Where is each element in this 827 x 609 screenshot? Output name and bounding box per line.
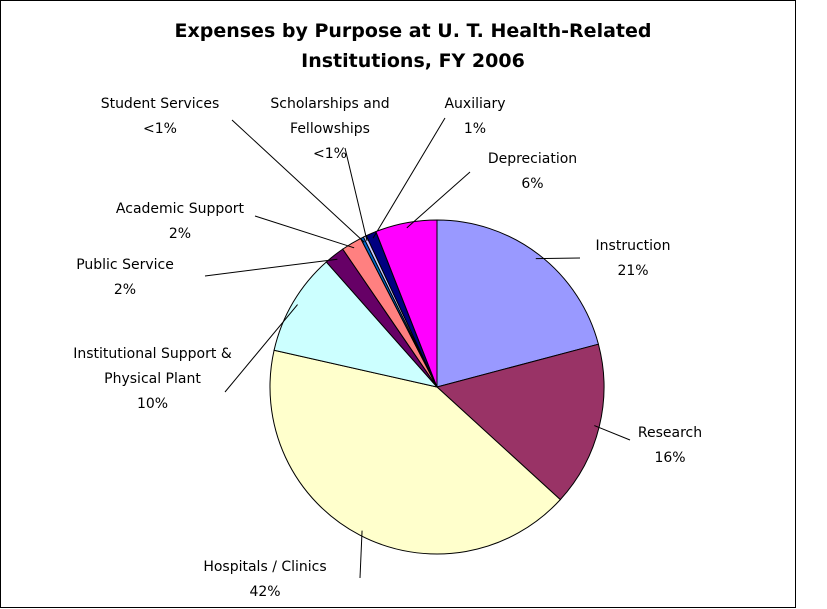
pie-slice xyxy=(273,261,439,388)
leader-line xyxy=(406,171,471,229)
value-label: <1% xyxy=(143,121,177,137)
pie-slice xyxy=(435,343,605,501)
value-label: 16% xyxy=(654,450,686,466)
category-label: Research xyxy=(637,425,703,441)
leader-line xyxy=(224,304,298,393)
chart-title: Expenses by Purpose at U. T. Health-Rela… xyxy=(174,20,652,72)
value-label: 21% xyxy=(617,263,649,279)
slice-label: Academic Support 2% xyxy=(100,197,260,247)
slice-label: Instruction 21% xyxy=(583,234,683,284)
category-label: Scholarships and Fellowships xyxy=(270,96,390,137)
leader-line xyxy=(231,119,365,243)
slice-label: Depreciation 6% xyxy=(470,147,595,197)
pie-slice xyxy=(269,349,562,555)
value-label: 2% xyxy=(113,282,137,298)
slice-label: Student Services <1% xyxy=(80,92,240,142)
slice-label: Hospitals / Clinics 42% xyxy=(190,555,340,605)
slice-label: Scholarships and Fellowships <1% xyxy=(255,92,405,167)
slice-label: Research 16% xyxy=(612,421,728,471)
value-label: 42% xyxy=(249,584,281,600)
value-label: <1% xyxy=(313,146,347,162)
category-label: Academic Support xyxy=(115,201,245,217)
pie-slice xyxy=(375,219,438,388)
slice-label: Public Service 2% xyxy=(55,253,195,303)
pie-slice xyxy=(436,219,600,388)
slice-label: Institutional Support & Physical Plant 10… xyxy=(70,342,235,417)
leader-line xyxy=(344,147,368,242)
category-label: Instruction xyxy=(595,238,671,254)
slice-label: Auxiliary 1% xyxy=(425,92,525,142)
value-label: 10% xyxy=(136,396,169,412)
leader-line xyxy=(254,215,355,249)
category-label: Depreciation xyxy=(487,151,578,167)
value-label: 2% xyxy=(168,226,192,242)
category-label: Auxiliary xyxy=(444,96,506,112)
frame xyxy=(0,0,796,608)
leader-line xyxy=(372,117,446,239)
leader-line xyxy=(204,258,338,277)
category-label: Public Service xyxy=(76,257,174,273)
value-label: 1% xyxy=(463,121,487,137)
category-label: Institutional Support & Physical Plant xyxy=(73,346,232,387)
value-label: 6% xyxy=(521,176,544,192)
leader-line xyxy=(359,530,363,579)
category-label: Student Services xyxy=(100,96,220,112)
leader-line xyxy=(535,257,581,260)
leader-line xyxy=(594,425,631,441)
category-label: Hospitals / Clinics xyxy=(203,559,327,575)
